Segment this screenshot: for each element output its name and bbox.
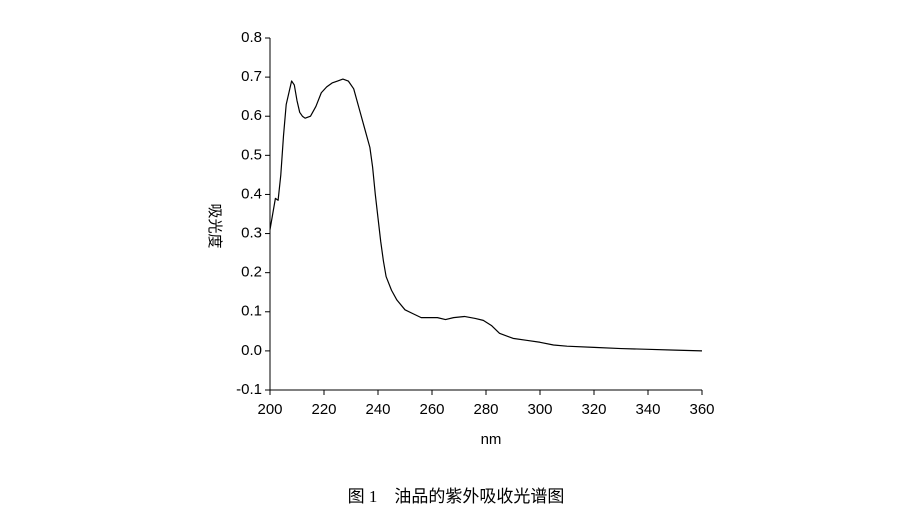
y-tick-label: 0.8 [241,29,262,46]
y-tick-label: 0.5 [241,146,262,163]
y-tick-label: 0.0 [241,342,262,359]
x-tick-label: 300 [527,401,552,418]
x-tick-label: 340 [635,401,660,418]
x-tick-label: 260 [419,401,444,418]
x-tick-label: 220 [311,401,336,418]
x-tick-label: 280 [473,401,498,418]
y-tick-label: 0.6 [241,107,262,124]
y-tick-label: 0.1 [241,303,262,320]
y-axis-label: 吸光度 [206,203,223,248]
spectrum-line [269,78,703,352]
x-axis-label: nm [481,431,502,448]
y-tick-label: 0.3 [241,225,262,242]
y-tick-label: 0.2 [241,264,262,281]
y-tick-label: -0.1 [236,381,262,398]
y-tick-label: 0.7 [241,68,262,85]
x-tick-label: 360 [689,401,714,418]
caption: 图 1 油品的紫外吸收光谱图 [348,487,565,506]
x-tick-label: 240 [365,401,390,418]
y-tick-label: 0.4 [241,185,262,202]
x-tick-label: 200 [257,401,282,418]
x-tick-label: 320 [581,401,606,418]
